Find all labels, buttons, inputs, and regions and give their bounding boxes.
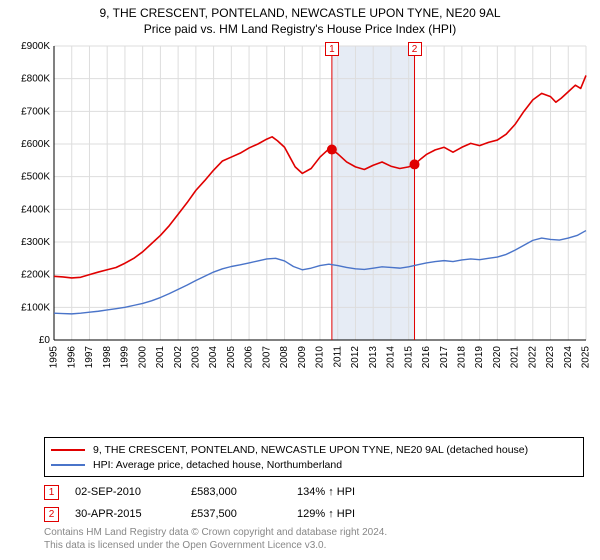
- svg-text:2022: 2022: [527, 346, 538, 369]
- svg-text:2023: 2023: [545, 346, 556, 369]
- svg-text:£700K: £700K: [21, 106, 50, 117]
- svg-text:£900K: £900K: [21, 41, 50, 52]
- sale-date: 02-SEP-2010: [75, 486, 175, 498]
- chart-container: 9, THE CRESCENT, PONTELAND, NEWCASTLE UP…: [0, 0, 600, 560]
- svg-text:£100K: £100K: [21, 302, 50, 313]
- svg-text:£600K: £600K: [21, 139, 50, 150]
- svg-text:£300K: £300K: [21, 237, 50, 248]
- svg-text:2003: 2003: [191, 346, 202, 369]
- svg-text:2008: 2008: [279, 346, 290, 369]
- legend-row-hpi: HPI: Average price, detached house, Nort…: [51, 457, 577, 472]
- svg-text:£800K: £800K: [21, 74, 50, 85]
- legend-label-hpi: HPI: Average price, detached house, Nort…: [93, 459, 342, 471]
- svg-text:2019: 2019: [474, 346, 485, 369]
- svg-text:2010: 2010: [315, 346, 326, 369]
- footnote-line-2: This data is licensed under the Open Gov…: [44, 540, 590, 553]
- svg-text:2024: 2024: [563, 346, 574, 369]
- svg-text:£200K: £200K: [21, 270, 50, 281]
- legend-swatch-property: [51, 449, 85, 451]
- sale-row: 2 30-APR-2015 £537,500 129% ↑ HPI: [44, 503, 590, 525]
- chart-marker-badge-icon: 1: [325, 42, 339, 56]
- svg-text:2017: 2017: [439, 346, 450, 369]
- svg-text:1995: 1995: [49, 346, 60, 369]
- svg-text:2000: 2000: [137, 346, 148, 369]
- svg-text:2016: 2016: [421, 346, 432, 369]
- sales-block: 1 02-SEP-2010 £583,000 134% ↑ HPI 2 30-A…: [44, 481, 590, 525]
- legend-row-property: 9, THE CRESCENT, PONTELAND, NEWCASTLE UP…: [51, 442, 577, 457]
- svg-text:2011: 2011: [332, 346, 343, 368]
- svg-text:2005: 2005: [226, 346, 237, 369]
- chart-marker-badge-icon: 2: [408, 42, 422, 56]
- chart-area: £0 £100K £200K £300K £400K £500K £600K £700K £80…: [10, 40, 590, 431]
- title-block: 9, THE CRESCENT, PONTELAND, NEWCASTLE UP…: [10, 6, 590, 36]
- svg-text:2009: 2009: [297, 346, 308, 369]
- footnote-line-1: Contains HM Land Registry data © Crown c…: [44, 527, 590, 540]
- title-line-1: 9, THE CRESCENT, PONTELAND, NEWCASTLE UP…: [10, 6, 590, 20]
- sale-price: £537,500: [191, 508, 281, 520]
- svg-text:2018: 2018: [457, 346, 468, 369]
- line-chart-svg: £0 £100K £200K £300K £400K £500K £600K £700K £80…: [10, 40, 590, 380]
- svg-text:£500K: £500K: [21, 172, 50, 183]
- legend-label-property: 9, THE CRESCENT, PONTELAND, NEWCASTLE UP…: [93, 444, 528, 456]
- svg-text:1999: 1999: [120, 346, 131, 369]
- svg-text:2021: 2021: [510, 346, 521, 369]
- sale-badge-icon: 1: [44, 485, 59, 500]
- footnote: Contains HM Land Registry data © Crown c…: [44, 527, 590, 552]
- sale-hpi: 129% ↑ HPI: [297, 508, 397, 520]
- legend-box: 9, THE CRESCENT, PONTELAND, NEWCASTLE UP…: [44, 437, 584, 477]
- svg-text:2001: 2001: [155, 346, 166, 369]
- svg-text:2013: 2013: [368, 346, 379, 369]
- sale-row: 1 02-SEP-2010 £583,000 134% ↑ HPI: [44, 481, 590, 503]
- svg-text:£0: £0: [39, 335, 51, 346]
- svg-text:2002: 2002: [173, 346, 184, 369]
- svg-text:£400K: £400K: [21, 204, 50, 215]
- svg-text:2006: 2006: [244, 346, 255, 369]
- legend-swatch-hpi: [51, 464, 85, 466]
- svg-text:2025: 2025: [581, 346, 590, 369]
- sale-badge-icon: 2: [44, 507, 59, 522]
- svg-text:2012: 2012: [350, 346, 361, 369]
- svg-text:1998: 1998: [102, 346, 113, 369]
- svg-text:1997: 1997: [84, 346, 95, 369]
- svg-text:2007: 2007: [261, 346, 272, 369]
- svg-text:2020: 2020: [492, 346, 503, 369]
- sale-hpi: 134% ↑ HPI: [297, 486, 397, 498]
- sale-price: £583,000: [191, 486, 281, 498]
- svg-text:1996: 1996: [66, 346, 77, 369]
- svg-text:2004: 2004: [208, 346, 219, 369]
- title-line-2: Price paid vs. HM Land Registry's House …: [10, 22, 590, 36]
- svg-text:2015: 2015: [403, 346, 414, 369]
- sale-date: 30-APR-2015: [75, 508, 175, 520]
- svg-text:2014: 2014: [386, 346, 397, 369]
